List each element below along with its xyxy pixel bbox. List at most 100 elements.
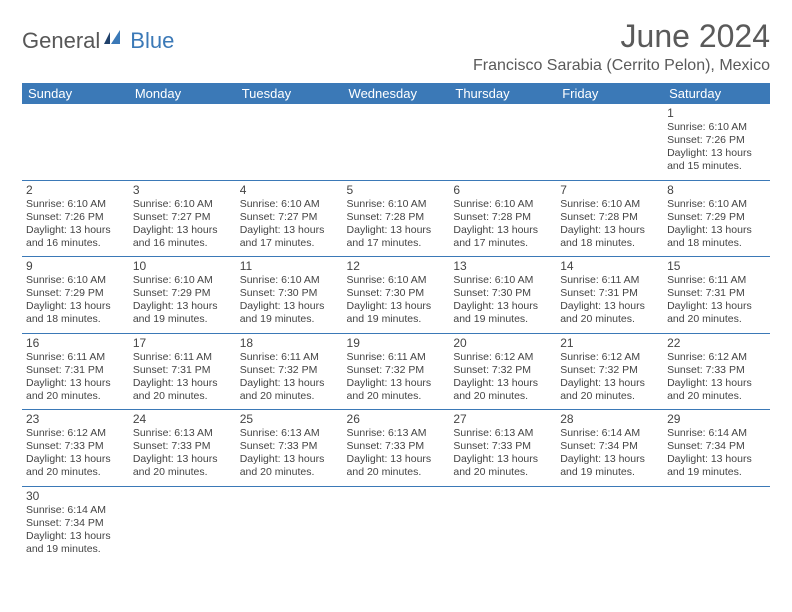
day-number: 12 <box>347 259 446 273</box>
sunrise-line: Sunrise: 6:10 AM <box>240 198 339 211</box>
sunrise-line: Sunrise: 6:11 AM <box>560 274 659 287</box>
day-info: Sunrise: 6:13 AMSunset: 7:33 PMDaylight:… <box>453 427 552 480</box>
daylight-line: Daylight: 13 hours and 20 minutes. <box>667 377 766 403</box>
logo-text-general: General <box>22 28 100 54</box>
day-info: Sunrise: 6:11 AMSunset: 7:31 PMDaylight:… <box>133 351 232 404</box>
day-number: 9 <box>26 259 125 273</box>
calendar-day-cell: 7Sunrise: 6:10 AMSunset: 7:28 PMDaylight… <box>556 180 663 257</box>
calendar-empty-cell <box>22 104 129 180</box>
day-number: 7 <box>560 183 659 197</box>
day-info: Sunrise: 6:11 AMSunset: 7:32 PMDaylight:… <box>347 351 446 404</box>
sunset-line: Sunset: 7:30 PM <box>453 287 552 300</box>
calendar-empty-cell <box>556 486 663 562</box>
logo-text-blue: Blue <box>130 28 174 54</box>
sunrise-line: Sunrise: 6:10 AM <box>240 274 339 287</box>
day-info: Sunrise: 6:10 AMSunset: 7:28 PMDaylight:… <box>560 198 659 251</box>
day-number: 2 <box>26 183 125 197</box>
day-info: Sunrise: 6:11 AMSunset: 7:31 PMDaylight:… <box>667 274 766 327</box>
sunrise-line: Sunrise: 6:10 AM <box>133 274 232 287</box>
logo: General Blue <box>22 28 174 54</box>
daylight-line: Daylight: 13 hours and 18 minutes. <box>560 224 659 250</box>
day-number: 17 <box>133 336 232 350</box>
sunset-line: Sunset: 7:34 PM <box>667 440 766 453</box>
calendar-week-row: 2Sunrise: 6:10 AMSunset: 7:26 PMDaylight… <box>22 180 770 257</box>
day-info: Sunrise: 6:11 AMSunset: 7:32 PMDaylight:… <box>240 351 339 404</box>
weekday-header: Thursday <box>449 83 556 104</box>
day-number: 6 <box>453 183 552 197</box>
daylight-line: Daylight: 13 hours and 18 minutes. <box>667 224 766 250</box>
sunset-line: Sunset: 7:30 PM <box>240 287 339 300</box>
daylight-line: Daylight: 13 hours and 20 minutes. <box>133 453 232 479</box>
calendar-header-row: SundayMondayTuesdayWednesdayThursdayFrid… <box>22 83 770 104</box>
sunset-line: Sunset: 7:33 PM <box>240 440 339 453</box>
sunrise-line: Sunrise: 6:11 AM <box>667 274 766 287</box>
day-number: 26 <box>347 412 446 426</box>
month-title: June 2024 <box>473 18 770 55</box>
calendar-day-cell: 15Sunrise: 6:11 AMSunset: 7:31 PMDayligh… <box>663 257 770 334</box>
sunset-line: Sunset: 7:32 PM <box>347 364 446 377</box>
calendar-day-cell: 2Sunrise: 6:10 AMSunset: 7:26 PMDaylight… <box>22 180 129 257</box>
logo-flag-icon <box>104 30 128 53</box>
sunrise-line: Sunrise: 6:12 AM <box>453 351 552 364</box>
day-info: Sunrise: 6:11 AMSunset: 7:31 PMDaylight:… <box>560 274 659 327</box>
day-number: 18 <box>240 336 339 350</box>
day-number: 3 <box>133 183 232 197</box>
sunrise-line: Sunrise: 6:13 AM <box>453 427 552 440</box>
daylight-line: Daylight: 13 hours and 20 minutes. <box>667 300 766 326</box>
sunset-line: Sunset: 7:33 PM <box>453 440 552 453</box>
day-info: Sunrise: 6:10 AMSunset: 7:28 PMDaylight:… <box>453 198 552 251</box>
calendar-day-cell: 19Sunrise: 6:11 AMSunset: 7:32 PMDayligh… <box>343 333 450 410</box>
day-number: 16 <box>26 336 125 350</box>
day-number: 11 <box>240 259 339 273</box>
sunset-line: Sunset: 7:29 PM <box>133 287 232 300</box>
sunrise-line: Sunrise: 6:10 AM <box>26 198 125 211</box>
calendar-day-cell: 1Sunrise: 6:10 AMSunset: 7:26 PMDaylight… <box>663 104 770 180</box>
day-info: Sunrise: 6:10 AMSunset: 7:30 PMDaylight:… <box>453 274 552 327</box>
weekday-header: Monday <box>129 83 236 104</box>
sunset-line: Sunset: 7:29 PM <box>26 287 125 300</box>
day-number: 1 <box>667 106 766 120</box>
calendar-day-cell: 11Sunrise: 6:10 AMSunset: 7:30 PMDayligh… <box>236 257 343 334</box>
sunset-line: Sunset: 7:33 PM <box>667 364 766 377</box>
sunrise-line: Sunrise: 6:10 AM <box>347 198 446 211</box>
calendar-week-row: 1Sunrise: 6:10 AMSunset: 7:26 PMDaylight… <box>22 104 770 180</box>
calendar-day-cell: 10Sunrise: 6:10 AMSunset: 7:29 PMDayligh… <box>129 257 236 334</box>
calendar-week-row: 9Sunrise: 6:10 AMSunset: 7:29 PMDaylight… <box>22 257 770 334</box>
calendar-day-cell: 23Sunrise: 6:12 AMSunset: 7:33 PMDayligh… <box>22 410 129 487</box>
sunset-line: Sunset: 7:33 PM <box>347 440 446 453</box>
sunrise-line: Sunrise: 6:11 AM <box>347 351 446 364</box>
calendar-table: SundayMondayTuesdayWednesdayThursdayFrid… <box>22 83 770 562</box>
sunrise-line: Sunrise: 6:13 AM <box>240 427 339 440</box>
sunrise-line: Sunrise: 6:11 AM <box>240 351 339 364</box>
day-number: 22 <box>667 336 766 350</box>
calendar-empty-cell <box>343 104 450 180</box>
day-info: Sunrise: 6:10 AMSunset: 7:30 PMDaylight:… <box>240 274 339 327</box>
sunrise-line: Sunrise: 6:12 AM <box>560 351 659 364</box>
calendar-day-cell: 30Sunrise: 6:14 AMSunset: 7:34 PMDayligh… <box>22 486 129 562</box>
daylight-line: Daylight: 13 hours and 20 minutes. <box>240 377 339 403</box>
day-info: Sunrise: 6:14 AMSunset: 7:34 PMDaylight:… <box>667 427 766 480</box>
day-number: 19 <box>347 336 446 350</box>
day-info: Sunrise: 6:10 AMSunset: 7:26 PMDaylight:… <box>26 198 125 251</box>
weekday-header: Wednesday <box>343 83 450 104</box>
weekday-header: Friday <box>556 83 663 104</box>
sunrise-line: Sunrise: 6:13 AM <box>133 427 232 440</box>
day-info: Sunrise: 6:13 AMSunset: 7:33 PMDaylight:… <box>347 427 446 480</box>
sunrise-line: Sunrise: 6:10 AM <box>667 198 766 211</box>
day-number: 21 <box>560 336 659 350</box>
calendar-week-row: 30Sunrise: 6:14 AMSunset: 7:34 PMDayligh… <box>22 486 770 562</box>
day-number: 4 <box>240 183 339 197</box>
daylight-line: Daylight: 13 hours and 20 minutes. <box>26 377 125 403</box>
daylight-line: Daylight: 13 hours and 20 minutes. <box>347 453 446 479</box>
daylight-line: Daylight: 13 hours and 20 minutes. <box>560 377 659 403</box>
calendar-day-cell: 14Sunrise: 6:11 AMSunset: 7:31 PMDayligh… <box>556 257 663 334</box>
calendar-day-cell: 12Sunrise: 6:10 AMSunset: 7:30 PMDayligh… <box>343 257 450 334</box>
calendar-empty-cell <box>236 104 343 180</box>
day-info: Sunrise: 6:10 AMSunset: 7:30 PMDaylight:… <box>347 274 446 327</box>
sunset-line: Sunset: 7:26 PM <box>26 211 125 224</box>
sunrise-line: Sunrise: 6:14 AM <box>26 504 125 517</box>
calendar-empty-cell <box>343 486 450 562</box>
sunset-line: Sunset: 7:29 PM <box>667 211 766 224</box>
daylight-line: Daylight: 13 hours and 19 minutes. <box>240 300 339 326</box>
calendar-empty-cell <box>236 486 343 562</box>
